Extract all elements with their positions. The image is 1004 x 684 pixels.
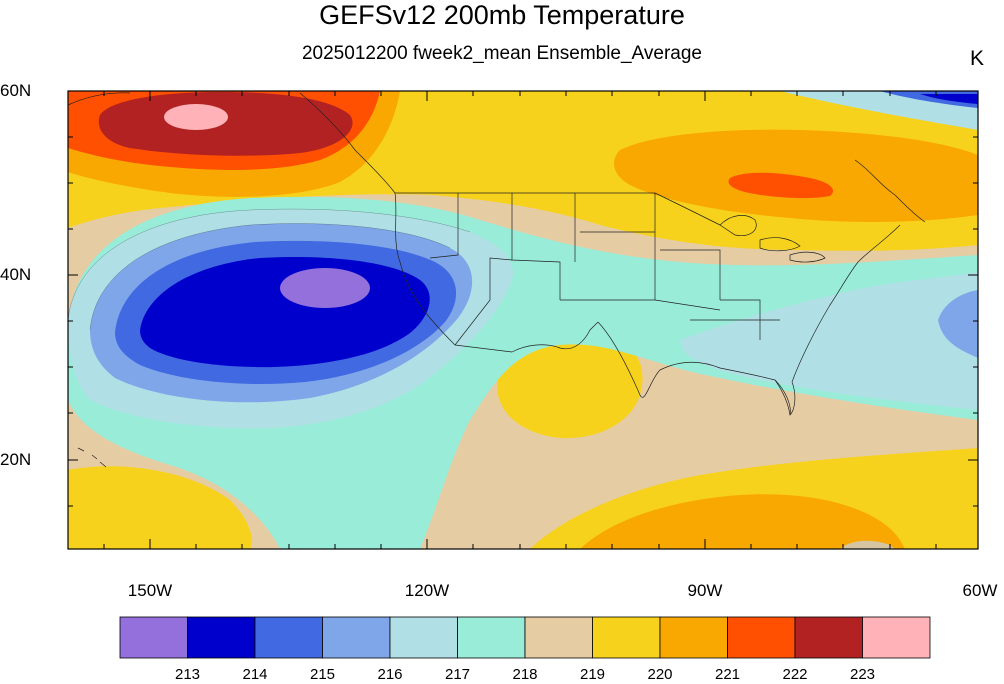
- coastlines-and-borders: [68, 92, 926, 468]
- colorbar-tick-label: 216: [377, 666, 403, 683]
- contour-216-east: [938, 290, 978, 358]
- contour-223: [98, 92, 353, 156]
- colorbar-swatch: [119, 616, 188, 659]
- colorbar-tick-label: 220: [647, 666, 673, 683]
- contour-220-texas: [497, 329, 643, 439]
- plot-frame: [67, 90, 979, 550]
- colorbar-tick-label: 221: [714, 666, 741, 683]
- colorbar-swatch: [389, 616, 458, 659]
- lat-label-60n: 60N: [0, 81, 32, 100]
- lon-label-60w: 60W: [962, 581, 998, 600]
- colorbar-swatch: [457, 616, 526, 659]
- lon-label-150w: 150W: [127, 581, 173, 600]
- lon-label-90w: 90W: [687, 581, 723, 600]
- colorbar-swatch: [794, 616, 863, 659]
- colorbar-tick-label: 213: [174, 666, 201, 683]
- contour-field: [68, 91, 978, 549]
- colorbar-tick-label: 214: [242, 666, 268, 683]
- colorbar-swatch: [187, 616, 256, 659]
- colorbar-swatch: [659, 616, 728, 659]
- colorbar-swatch: [727, 616, 796, 659]
- colorbar-tick-label: 215: [309, 666, 336, 683]
- colorbar-tick-label: 223: [849, 666, 876, 683]
- colorbar-tick-label: 219: [579, 666, 606, 683]
- colorbar-tick-label: 222: [782, 666, 808, 683]
- colorbar-swatch: [862, 616, 931, 659]
- contour-221-south: [580, 494, 905, 549]
- contour-220-south: [68, 466, 252, 549]
- colorbar: [119, 616, 931, 659]
- colorbar-swatch: [524, 616, 593, 659]
- lat-label-20n: 20N: [0, 450, 32, 469]
- colorbar-tick-label: 218: [512, 666, 538, 683]
- chart-title: GEFSv12 200mb Temperature: [319, 0, 685, 30]
- contour-222-northeast: [728, 172, 834, 199]
- colorbar-swatch: [322, 616, 391, 659]
- contour-peak-pink: [164, 104, 228, 130]
- contour-coldest-northeast-corner: [920, 94, 978, 104]
- lon-label-120w: 120W: [404, 581, 450, 600]
- colorbar-swatch: [592, 616, 661, 659]
- lat-label-40n: 40N: [0, 265, 32, 284]
- contour-213: [280, 268, 370, 308]
- colorbar-tick-label: 217: [444, 666, 471, 683]
- units-label: K: [969, 47, 984, 70]
- chart-subtitle: 2025012200 fweek2_mean Ensemble_Average: [301, 43, 702, 64]
- land-mask-hint: [840, 540, 895, 549]
- colorbar-swatch: [254, 616, 323, 659]
- axis-ticks: [68, 90, 979, 549]
